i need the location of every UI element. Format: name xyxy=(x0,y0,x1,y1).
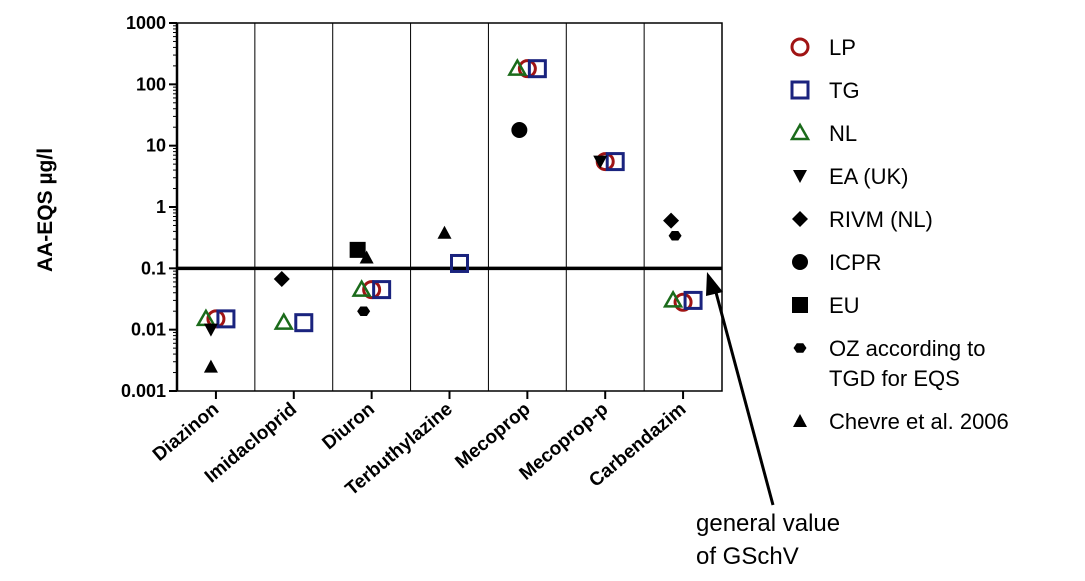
legend-label-oz: OZ according to xyxy=(829,336,986,361)
legend-label-nl: NL xyxy=(829,121,857,146)
point-tg-diuron xyxy=(372,280,392,300)
y-axis-label: AA-EQS µg/l xyxy=(34,148,57,272)
y-axis: 0.001 0.01 0.1 1 10 100 1000 xyxy=(121,13,179,401)
point-tg-imidacloprid xyxy=(294,313,314,333)
x-tick-label-diuron: Diuron xyxy=(318,399,378,454)
legend-marker-rivm-nl xyxy=(792,211,808,227)
point-nl-imidacloprid xyxy=(273,312,294,330)
point-nl-diuron xyxy=(351,279,372,297)
y-tick-label: 0.001 xyxy=(121,381,166,401)
point-oz-according-to-tgd-for-eqs-carbendazim xyxy=(668,230,682,241)
series-nl xyxy=(195,58,684,330)
legend-marker-tg xyxy=(790,80,810,100)
legend-label-chevre: Chevre et al. 2006 xyxy=(829,409,1009,434)
point-ea-uk-diazinon xyxy=(203,323,218,337)
legend-label-eu: EU xyxy=(829,293,860,318)
y-tick-label: 10 xyxy=(146,136,166,156)
legend-label-tg: TG xyxy=(829,78,860,103)
y-tick-label: 100 xyxy=(136,74,166,94)
plot-border xyxy=(176,22,723,392)
y-tick-label: 1000 xyxy=(126,13,166,33)
series-rivm-nl xyxy=(273,212,680,288)
plot-area xyxy=(176,22,723,392)
legend-marker-oz-according-to-tgd-for-eqs xyxy=(793,343,807,353)
series-oz-according-to-tgd-for-eqs xyxy=(357,230,682,316)
point-lp-carbendazim xyxy=(673,292,693,312)
legend-label-rivm-nl: RIVM (NL) xyxy=(829,207,933,232)
legend-label-ea-uk: EA (UK) xyxy=(829,164,908,189)
point-chevre-et-al-2006-terbuthylazine xyxy=(437,225,452,239)
legend: LP TG NL EA (UK) RIVM (NL) ICPR EU OZ ac… xyxy=(789,35,1009,434)
point-tg-terbuthylazine xyxy=(450,253,469,273)
point-tg-mecoprop xyxy=(527,59,547,79)
annotation-arrow-head xyxy=(706,272,723,296)
point-tg-diazinon xyxy=(216,309,236,329)
point-tg-mecoprop-p xyxy=(605,152,625,172)
legend-marker-icpr xyxy=(792,254,808,270)
legend-marker-ea-uk xyxy=(793,170,807,183)
annotation-arrow-line xyxy=(712,284,775,506)
legend-marker-lp xyxy=(790,37,810,57)
series-icpr xyxy=(511,122,528,139)
point-nl-carbendazim xyxy=(662,289,684,308)
annotation-line1: general value xyxy=(696,510,840,537)
point-nl-mecoprop xyxy=(507,58,528,76)
legend-label-lp: LP xyxy=(829,35,856,60)
series-ea-uk xyxy=(203,155,608,337)
point-chevre-et-al-2006-diazinon xyxy=(203,359,218,373)
point-lp-diuron xyxy=(362,280,382,300)
x-tick-label-diazinon: Diazinon xyxy=(149,399,223,466)
point-eu-diuron xyxy=(349,241,366,258)
annotation-line2: of GSchV xyxy=(696,543,799,570)
point-tg-carbendazim xyxy=(683,290,703,310)
legend-label-oz-line2: TGD for EQS xyxy=(829,366,960,391)
point-rivm-nl-imidacloprid xyxy=(273,271,290,288)
legend-label-icpr: ICPR xyxy=(829,250,882,275)
point-icpr-mecoprop xyxy=(511,122,528,139)
point-oz-according-to-tgd-for-eqs-diuron xyxy=(357,306,371,316)
series-chevre-et-al-2006 xyxy=(203,225,452,373)
legend-marker-chevre-et-al-2006 xyxy=(793,414,807,427)
legend-marker-eu xyxy=(792,297,808,313)
annotation: general value of GSchV xyxy=(696,272,840,570)
y-tick-label: 0.1 xyxy=(141,258,166,278)
point-ea-uk-mecoprop-p xyxy=(593,155,608,169)
legend-marker-nl xyxy=(789,122,811,141)
series-lp xyxy=(206,59,693,329)
y-tick-label: 0.01 xyxy=(131,320,166,340)
point-rivm-nl-carbendazim xyxy=(663,212,680,229)
y-tick-label: 1 xyxy=(156,197,166,217)
series-eu xyxy=(349,241,366,258)
series-tg xyxy=(216,59,703,333)
point-lp-mecoprop xyxy=(517,59,537,79)
point-chevre-et-al-2006-diuron xyxy=(359,250,374,264)
data-points xyxy=(177,58,722,373)
